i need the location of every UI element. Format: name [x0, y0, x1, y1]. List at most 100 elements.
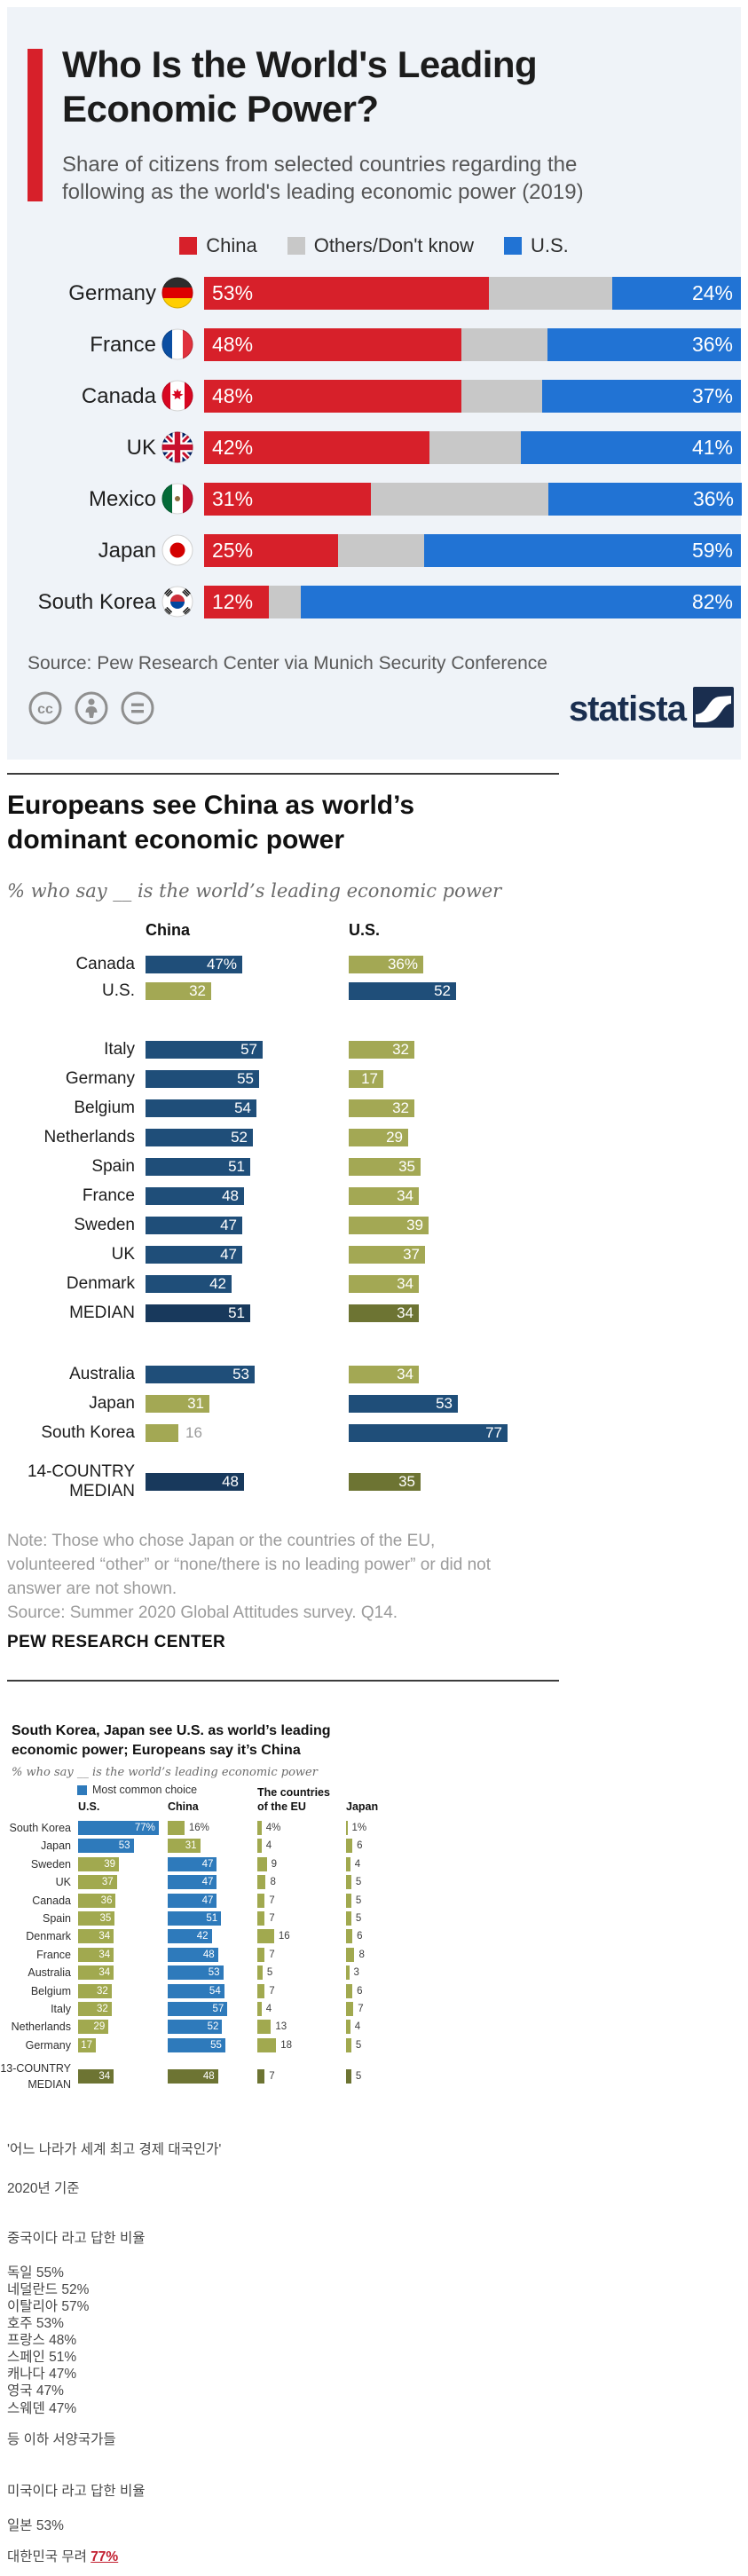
pew-chart2-legend: Most common choice: [77, 1784, 197, 1796]
bar-segment-u-s-: 36%: [547, 328, 741, 361]
bar-us: 36%: [349, 956, 423, 973]
pew-chart2-legend-label: Most common choice: [92, 1784, 198, 1796]
korean-text-line: 프랑스 48%: [7, 2333, 77, 2348]
value-label: 29: [93, 2021, 106, 2032]
legend-item-0: China: [179, 234, 257, 257]
legend-label: U.S.: [530, 234, 569, 256]
row-label: Italy: [51, 2003, 71, 2015]
row-label: Japan: [89, 1394, 135, 1413]
value-label: 7: [358, 2004, 364, 2014]
column-header-2: The countries of the EU: [257, 1786, 330, 1813]
stacked-bar-row: 48% 37%: [204, 380, 741, 413]
bar-segment-others-don-t-know: [489, 277, 612, 310]
bar-col-1: 47: [168, 1875, 217, 1889]
bar-col-3: [346, 2069, 351, 2084]
bar-col-2: [257, 2002, 262, 2016]
bar-col-2: [257, 1911, 265, 1926]
row-label: Australia: [28, 1966, 71, 1979]
svg-text:cc: cc: [37, 702, 53, 717]
korean-text-line: 2020년 기준: [7, 2181, 80, 2196]
value-label: 47: [201, 1859, 214, 1870]
bar-segment-others-don-t-know: [269, 586, 301, 618]
value-label: 53: [118, 1840, 130, 1851]
korean-text-line: 호주 53%: [7, 2316, 64, 2331]
bar-col-1: 48: [168, 1948, 218, 1962]
value-label: 9: [271, 1859, 278, 1870]
bar-us: 34: [349, 1304, 419, 1322]
bar-col-1: 47: [168, 1857, 217, 1871]
row-label: MEDIAN: [69, 1304, 135, 1322]
bar-col-1: 53: [168, 1965, 224, 1980]
value-label: 17: [361, 1070, 378, 1087]
korean-text-line: 이탈리아 57%: [7, 2299, 90, 2314]
value-label: 55: [210, 2040, 222, 2051]
de-flag-icon: [161, 277, 193, 309]
korean-text-line: 스페인 51%: [7, 2350, 77, 2365]
pew-chart1-source: Source: Summer 2020 Global Attitudes sur…: [7, 1603, 398, 1622]
stacked-bar-row: 48% 36%: [204, 328, 741, 361]
row-label: Sweden: [74, 1216, 135, 1234]
value-label: 77%: [134, 1823, 155, 1833]
value-label-us: 36%: [691, 333, 733, 356]
bar-segment-u-s-: 82%: [301, 586, 741, 618]
value-label: 7: [269, 1986, 275, 1997]
bar-segment-u-s-: 24%: [612, 277, 741, 310]
row-label: Netherlands: [43, 1128, 135, 1146]
row-label: Belgium: [74, 1099, 135, 1117]
bar-col-1: 42: [168, 1929, 212, 1943]
value-label: 31: [185, 1840, 197, 1851]
bar-col-0: 39: [78, 1857, 120, 1871]
bar-us: 35: [349, 1158, 421, 1176]
value-label-china: 12%: [212, 590, 254, 613]
bar-us: 53: [349, 1395, 458, 1413]
row-label: Spain: [91, 1157, 135, 1176]
row-label: Germany: [25, 2039, 71, 2052]
bar-us: 52: [349, 982, 456, 1000]
stacked-bar-row: 31% 36%: [204, 483, 742, 516]
bar-segment-others-don-t-know: [338, 534, 424, 567]
legend-label: China: [206, 234, 257, 256]
value-label: 39: [104, 1859, 116, 1870]
gb-flag-icon: [161, 431, 193, 463]
title-accent-bar: [28, 49, 43, 201]
value-label: 57: [212, 2004, 224, 2014]
value-label: 7: [269, 2071, 275, 2082]
value-label: 36: [100, 1895, 113, 1906]
statista-subtitle: Share of citizens from selected countrie…: [62, 153, 584, 204]
value-label: 52: [231, 1129, 248, 1146]
value-label: 54: [234, 1099, 251, 1116]
value-label: 7: [269, 1950, 275, 1960]
pew-chart1-subtitle: % who say __ is the world’s leading econ…: [7, 880, 502, 902]
bar-segment-china: 48%: [204, 380, 461, 413]
bar-china: [146, 1424, 178, 1442]
value-label: 48: [202, 2071, 215, 2082]
row-label: South Korea: [41, 1423, 135, 1442]
value-label: 48: [222, 1187, 239, 1204]
row-label: South Korea: [9, 1822, 72, 1834]
value-label: 4: [265, 1840, 272, 1851]
statista-chart-card: Who Is the World's Leading Economic Power…: [7, 7, 742, 760]
mx-flag-icon: [161, 483, 193, 515]
value-label: 16: [278, 1931, 290, 1942]
bar-segment-u-s-: 41%: [521, 431, 741, 464]
bar-china: 51: [146, 1158, 250, 1176]
bar-col-1: [168, 1821, 185, 1835]
value-label: 32: [96, 2004, 108, 2014]
value-label: 55: [237, 1070, 254, 1087]
bar-col-3: [346, 1965, 350, 1980]
value-label: 36%: [387, 956, 418, 973]
value-label: 35: [398, 1158, 415, 1175]
value-label: 53: [208, 1967, 220, 1978]
pew-chart1-column-header-us: U.S.: [349, 921, 381, 939]
korean-text-line-highlight: 대한민국 무려 77%: [7, 2546, 118, 2565]
value-label: 5: [266, 1967, 273, 1978]
bar-china: 52: [146, 1129, 253, 1146]
value-label: 34: [397, 1275, 413, 1292]
korean-text-line: 일본 53%: [7, 2518, 64, 2533]
bar-segment-china: 48%: [204, 328, 461, 361]
bar-col-0: 35: [78, 1911, 115, 1926]
bar-col-2: [257, 2069, 265, 2084]
bar-col-1: 48: [168, 2069, 218, 2084]
value-label-china: 48%: [212, 333, 254, 356]
statista-logo: statista: [569, 687, 734, 732]
